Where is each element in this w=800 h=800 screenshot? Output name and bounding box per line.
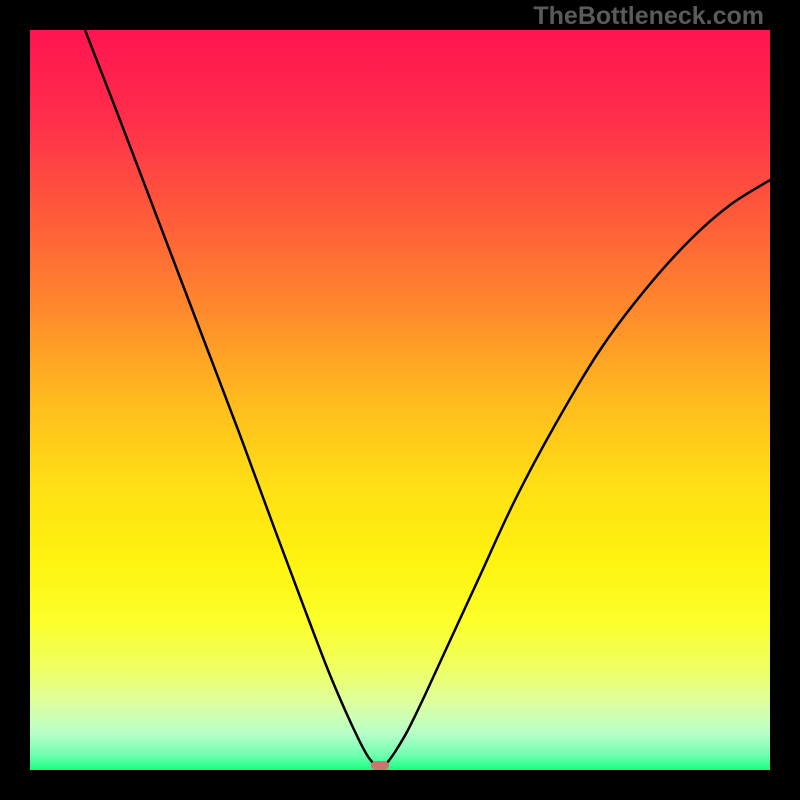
chart-container: TheBottleneck.com xyxy=(0,0,800,800)
watermark-text: TheBottleneck.com xyxy=(533,2,764,31)
bottleneck-curve xyxy=(30,30,770,770)
plot-area xyxy=(30,30,770,770)
minimum-marker xyxy=(371,761,389,770)
